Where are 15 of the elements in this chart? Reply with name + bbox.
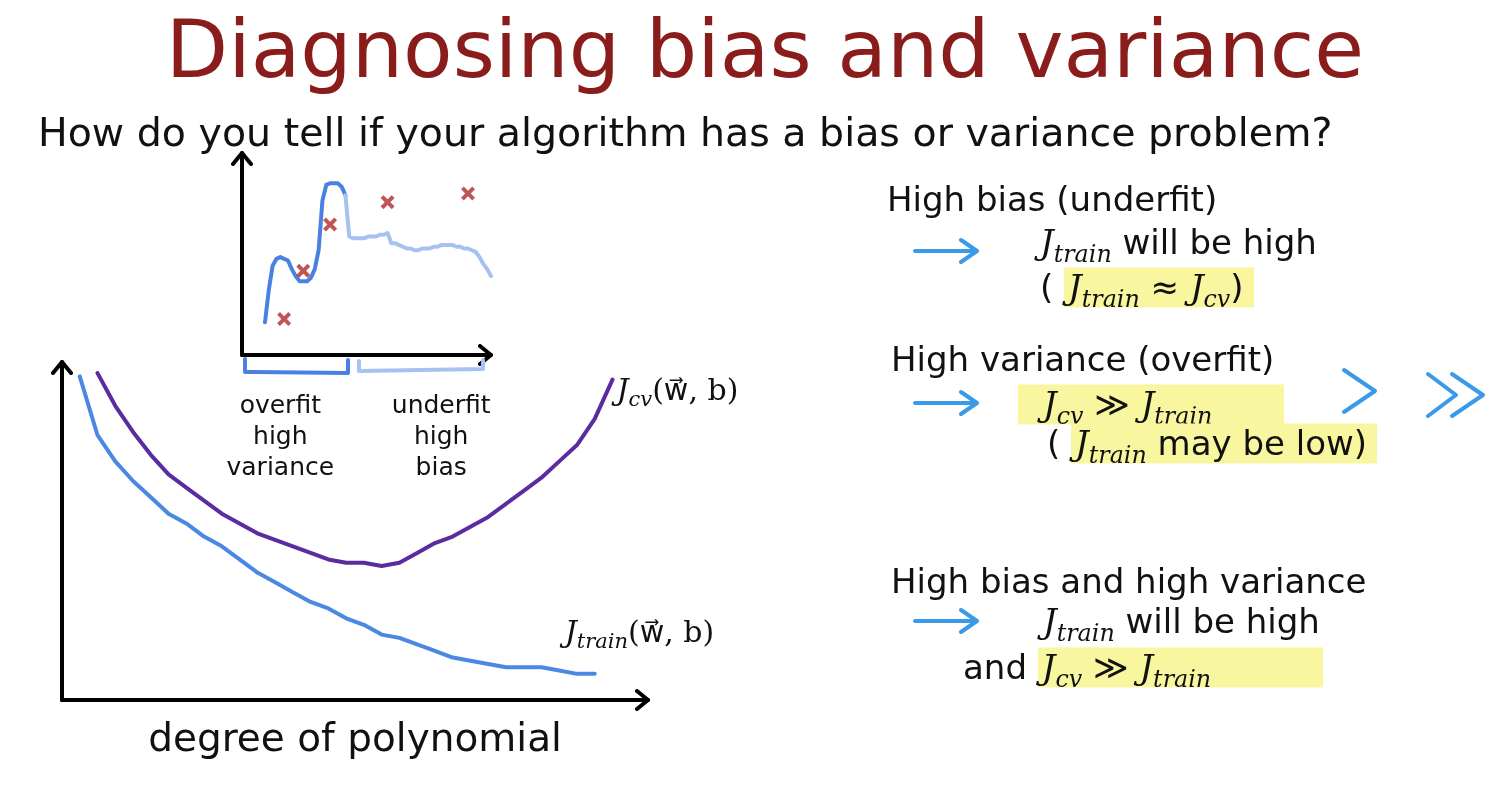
point [380, 195, 395, 210]
point [461, 186, 476, 201]
text: ( J$_{train}$ ≈ J$_{cv}$) [1040, 267, 1245, 313]
text: Diagnosing bias and variance [165, 2, 1365, 97]
text: High bias (underfit) [887, 179, 1218, 220]
text: and J$_{cv}$ ≫ J$_{train}$ [963, 647, 1213, 693]
x-tick-label: overfit high variance [226, 390, 335, 481]
point [296, 263, 311, 278]
x-axis-title: degree of polynomial [148, 715, 562, 760]
text: How do you tell if your algorithm has a bias or variance problem? [38, 109, 1333, 156]
text: High bias and high variance [891, 561, 1367, 602]
text: High variance (overfit) [891, 339, 1275, 380]
x-tick-label: underfit high bias [391, 390, 491, 481]
point [277, 311, 292, 326]
point [323, 217, 338, 232]
